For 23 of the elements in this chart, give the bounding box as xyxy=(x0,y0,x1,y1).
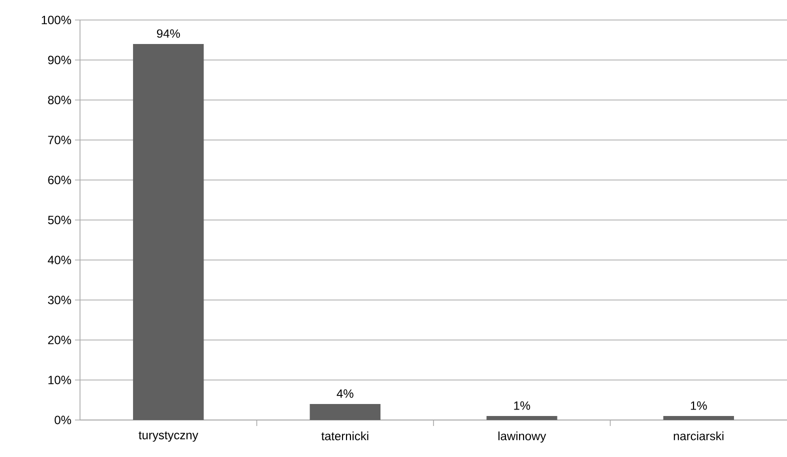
data-label: 1% xyxy=(514,401,530,410)
y-tick-label: 70% xyxy=(48,136,72,144)
y-tick-label: 30% xyxy=(48,296,72,304)
data-label: 1% xyxy=(690,401,707,410)
x-tick-label: taternicki xyxy=(321,432,368,440)
y-tick-label: 10% xyxy=(48,376,72,384)
y-tick-label: 0% xyxy=(54,416,72,424)
bar xyxy=(133,44,204,420)
y-tick-label: 100% xyxy=(42,16,72,24)
data-label: 4% xyxy=(336,389,354,398)
x-tick-label: narciarski xyxy=(674,432,724,440)
bar xyxy=(486,416,558,420)
bar xyxy=(310,404,380,420)
y-tick-label: 50% xyxy=(48,216,72,224)
x-tick-label: lawinowy xyxy=(498,432,546,443)
y-tick-label: 40% xyxy=(48,256,72,264)
data-label: 94% xyxy=(156,29,180,38)
y-tick-label: 60% xyxy=(48,176,72,184)
y-tick-label: 90% xyxy=(48,56,72,64)
y-tick-label: 80% xyxy=(48,96,72,104)
y-tick-label: 20% xyxy=(48,336,72,344)
x-tick-label: turystyczny xyxy=(138,432,198,442)
bar xyxy=(663,416,734,420)
